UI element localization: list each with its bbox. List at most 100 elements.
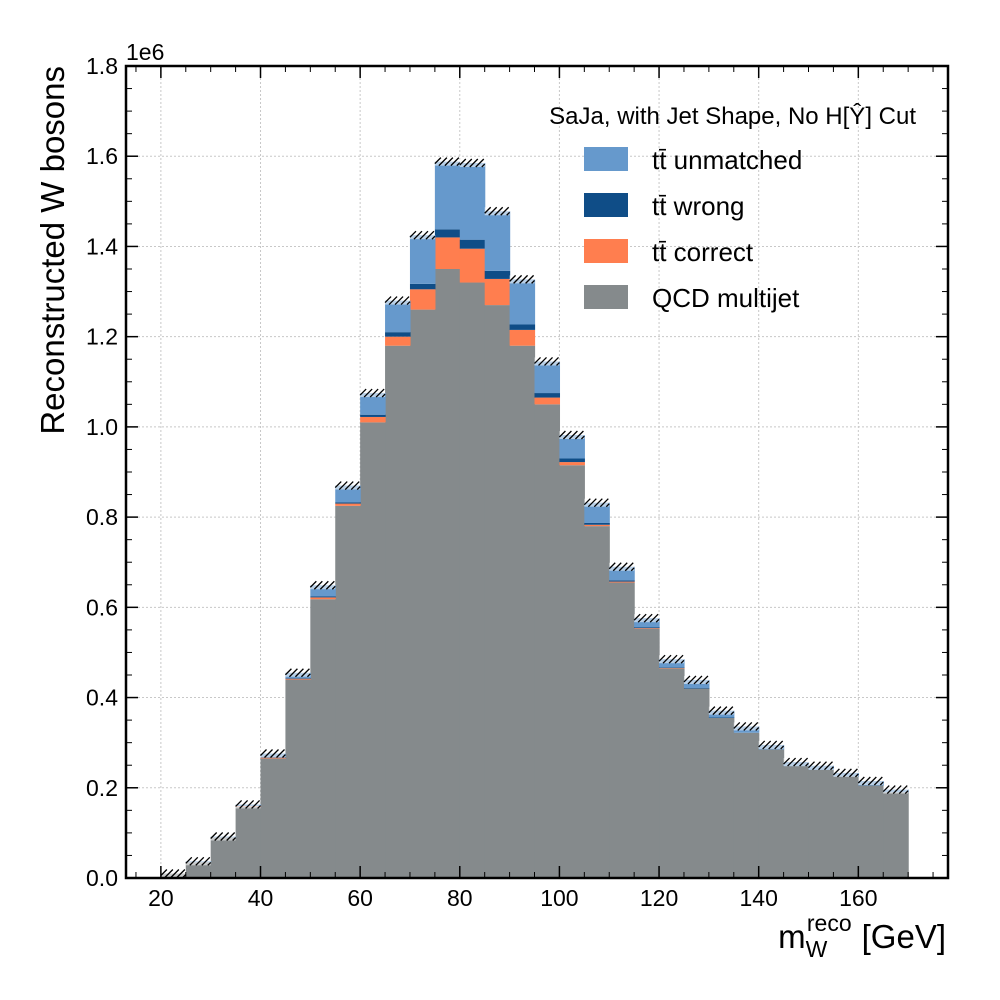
legend-swatch-tt-wrong [584,193,628,217]
uncertainty-bin-10 [410,231,435,239]
bar-qcd-multijet-bin-28 [858,786,884,878]
bar-tt-correct-bin-18 [609,582,635,583]
uncertainty-bin-0 [161,869,186,877]
bar-tt-wrong-bin-10 [410,284,436,289]
bar-tt-unmatched-bin-9 [385,301,411,333]
uncertainty-bin-18 [609,563,634,571]
bar-tt-correct-bin-16 [559,462,585,465]
uncertainty-bin-9 [385,297,410,305]
bar-tt-wrong-bin-14 [510,324,536,329]
y-tick-label: 1.6 [86,143,118,169]
uncertainty-bin-3 [236,800,261,808]
uncertainty-bin-14 [510,275,535,283]
legend-label-tt-unmatched: tt̄ unmatched [652,145,802,175]
bar-tt-wrong-bin-11 [435,229,461,237]
bar-qcd-multijet-bin-2 [211,837,237,878]
bar-tt-correct-bin-7 [335,504,361,506]
bar-tt-wrong-bin-22 [709,717,735,718]
uncertainty-bin-16 [559,431,584,439]
x-axis-title: mWreco [GeV] [778,910,946,962]
uncertainty-bin-7 [335,482,360,490]
legend-label-tt-wrong: tt̄ wrong [652,191,745,221]
uncertainty-bin-28 [858,777,883,785]
uncertainty-bin-29 [883,786,908,794]
uncertainty-bin-4 [261,749,286,757]
uncertainty-bin-1 [186,857,211,865]
bar-qcd-multijet-bin-7 [335,506,361,878]
bar-qcd-multijet-bin-24 [759,749,785,878]
bar-qcd-multijet-bin-4 [261,758,287,878]
bar-tt-wrong-bin-17 [584,523,610,525]
uncertainty-bin-17 [584,499,609,507]
bar-tt-wrong-bin-19 [634,627,660,628]
bar-qcd-multijet-bin-29 [883,792,909,878]
legend-swatch-tt-correct [584,239,628,263]
legend-label-qcd-multijet: QCD multijet [652,283,800,313]
y-tick-label: 0.8 [86,504,118,530]
x-axis-title-sub: W [806,936,828,962]
bar-tt-wrong-bin-13 [485,271,511,279]
uncertainty-bin-27 [833,769,858,777]
x-tick-label: 20 [148,885,174,911]
uncertainty-bin-24 [759,741,784,749]
x-axis-title-main: m [778,918,806,955]
bar-qcd-multijet-bin-14 [510,346,536,878]
uncertainty-bin-11 [435,158,460,166]
uncertainty-bin-23 [734,722,759,730]
bar-qcd-multijet-bin-12 [460,283,486,878]
bar-tt-unmatched-bin-12 [460,163,486,240]
bar-qcd-multijet-bin-16 [559,465,585,878]
bar-tt-wrong-bin-9 [385,332,411,337]
bar-tt-correct-bin-6 [310,597,336,599]
y-tick-label: 0.2 [86,775,118,801]
uncertainty-bin-6 [310,581,335,589]
bar-tt-correct-bin-10 [410,289,436,309]
bar-qcd-multijet-bin-9 [385,346,411,878]
bar-qcd-multijet-bin-3 [236,807,262,878]
y-tick-label: 1.4 [86,233,118,259]
bar-qcd-multijet-bin-5 [285,680,311,878]
bar-tt-correct-bin-13 [485,279,511,305]
bar-qcd-multijet-bin-20 [659,668,685,878]
bar-tt-correct-bin-12 [460,249,486,283]
uncertainty-bin-19 [634,614,659,622]
bar-qcd-multijet-bin-23 [734,733,760,878]
y-offset-label: 1e6 [126,39,164,65]
y-tick-label: 1.2 [86,324,118,350]
bar-tt-wrong-bin-21 [684,688,710,689]
x-tick-label: 60 [347,885,373,911]
bar-qcd-multijet-bin-15 [535,404,561,878]
bar-tt-unmatched-bin-11 [435,162,461,230]
bar-tt-wrong-bin-18 [609,580,635,581]
uncertainty-bin-22 [709,707,734,715]
bar-tt-wrong-bin-7 [335,502,361,503]
bar-tt-correct-bin-17 [584,525,610,526]
x-tick-label: 160 [839,885,877,911]
bar-qcd-multijet-bin-21 [684,689,710,878]
uncertainty-bin-2 [211,832,236,840]
bar-tt-unmatched-bin-13 [485,211,511,271]
bar-qcd-multijet-bin-17 [584,526,610,878]
uncertainty-bin-12 [460,159,485,167]
bar-tt-wrong-bin-5 [285,678,311,679]
bar-tt-wrong-bin-16 [559,458,585,462]
uncertainty-bin-25 [784,758,809,766]
bar-tt-correct-bin-19 [634,628,660,629]
bar-tt-correct-bin-14 [510,330,536,346]
x-tick-label: 100 [540,885,578,911]
bar-tt-correct-bin-11 [435,237,461,269]
bar-tt-correct-bin-15 [535,398,561,405]
bar-qcd-multijet-bin-10 [410,310,436,878]
bar-tt-unmatched-bin-14 [510,279,536,324]
bar-qcd-multijet-bin-6 [310,599,336,878]
y-tick-label: 0.4 [86,685,118,711]
bar-tt-unmatched-bin-10 [410,235,436,284]
bar-qcd-multijet-bin-27 [833,777,859,879]
bar-tt-wrong-bin-12 [460,240,486,249]
bar-tt-wrong-bin-8 [360,415,386,417]
annotation-text: SaJa, with Jet Shape, No H[Ŷ] Cut [549,103,916,130]
x-tick-label: 80 [447,885,473,911]
bar-qcd-multijet-bin-11 [435,269,461,878]
bar-qcd-multijet-bin-26 [809,770,835,878]
bar-tt-wrong-bin-20 [659,667,685,668]
